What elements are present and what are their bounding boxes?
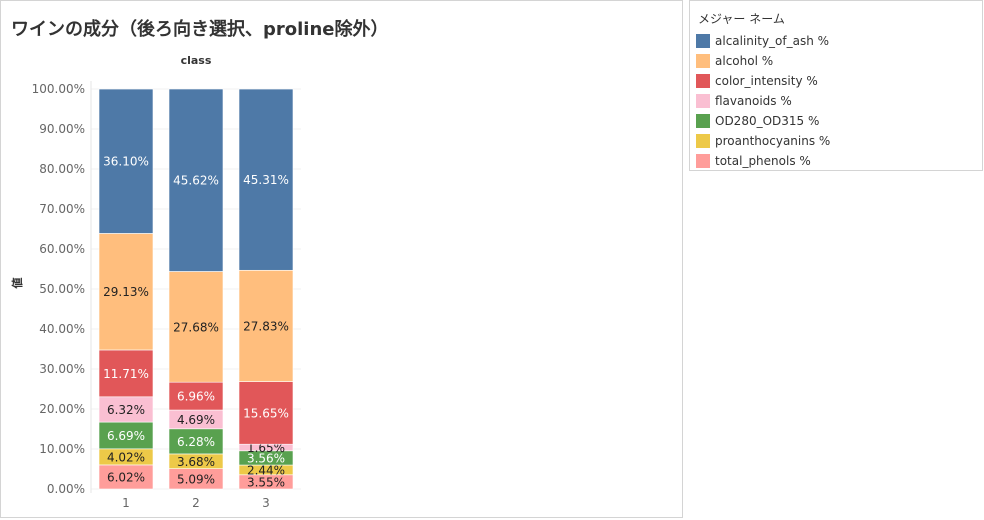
chart-panel: ワインの成分（後ろ向き選択、proline除外） class 値 0.00% 10.0… — [0, 0, 683, 518]
bar-segment — [168, 381, 224, 411]
data-label: 2.44% — [247, 463, 285, 477]
legend-swatch — [696, 134, 710, 148]
bar-segment — [98, 396, 154, 423]
data-label: 45.31% — [243, 173, 289, 187]
legend-swatch — [696, 114, 710, 128]
bar-segment — [238, 381, 294, 445]
y-axis-label: 値 — [10, 278, 24, 290]
legend-item[interactable]: OD280_OD315 % — [696, 112, 819, 130]
bar-segment — [168, 88, 224, 272]
data-label: 6.69% — [107, 429, 145, 443]
legend-item[interactable]: proanthocyanins % — [696, 132, 830, 150]
data-label: 6.96% — [177, 390, 215, 404]
data-label: 27.68% — [173, 320, 219, 334]
y-tick-label: 70.00% — [39, 202, 85, 216]
data-label: 5.09% — [177, 472, 215, 486]
data-label: 29.13% — [103, 285, 149, 299]
legend-label: alcalinity_of_ash % — [715, 34, 830, 48]
data-label: 3.68% — [177, 455, 215, 469]
legend-swatch — [696, 74, 710, 88]
legend-item[interactable]: alcalinity_of_ash % — [696, 32, 829, 50]
x-tick-label: 1 — [122, 496, 130, 510]
stacked-bar-chart: class 値 0.00% 10.00% 20.00% 30.00% 40.00% 50.00… — [10, 54, 301, 510]
legend-item[interactable]: color_intensity % — [696, 72, 818, 90]
y-tick-label: 100.00% — [32, 82, 85, 96]
legend-swatch — [696, 54, 710, 68]
bar-segment — [168, 428, 224, 455]
data-label: 6.02% — [107, 470, 145, 484]
bar-segment — [98, 421, 154, 450]
data-label: 15.65% — [243, 406, 289, 420]
legend: メジャー ネーム alcalinity_of_ash % alcohol % col… — [689, 0, 983, 171]
data-label: 45.62% — [173, 174, 219, 188]
y-tick-label: 60.00% — [39, 242, 85, 256]
bar-segment — [238, 88, 294, 271]
data-label: 36.10% — [103, 155, 149, 169]
column-header: class — [181, 54, 212, 67]
legend-label: flavanoids % — [715, 94, 792, 108]
legend-label: OD280_OD315 % — [715, 114, 820, 128]
x-tick-label: 2 — [192, 496, 200, 510]
legend-item[interactable]: alcohol % — [696, 52, 773, 70]
data-label: 4.69% — [177, 413, 215, 427]
y-tick-label: 80.00% — [39, 162, 85, 176]
data-label: 11.71% — [103, 367, 149, 381]
y-tick-label: 0.00% — [47, 482, 85, 496]
data-label: 6.28% — [177, 435, 215, 449]
legend-label: proanthocyanins % — [715, 134, 831, 148]
legend-label: alcohol % — [715, 54, 774, 68]
x-tick-label: 3 — [262, 496, 270, 510]
data-label: 4.02% — [107, 450, 145, 464]
data-label: 6.32% — [107, 403, 145, 417]
y-tick-label: 40.00% — [39, 322, 85, 336]
legend-title: メジャー ネーム — [698, 12, 785, 26]
legend-swatch — [696, 34, 710, 48]
y-tick-label: 10.00% — [39, 442, 85, 456]
y-tick-label: 30.00% — [39, 362, 85, 376]
legend-item[interactable]: flavanoids % — [696, 92, 792, 110]
y-tick-label: 50.00% — [39, 282, 85, 296]
data-label: 3.55% — [247, 475, 285, 489]
y-tick-label: 20.00% — [39, 402, 85, 416]
y-tick-label: 90.00% — [39, 122, 85, 136]
legend-swatch — [696, 94, 710, 108]
bar-segment — [168, 271, 224, 383]
bar-segment — [98, 88, 154, 234]
legend-item[interactable]: total_phenols % — [696, 152, 811, 170]
bar-segment — [238, 269, 294, 382]
data-label: 1.65% — [247, 441, 285, 455]
chart-title: ワインの成分（後ろ向き選択、proline除外） — [11, 19, 389, 40]
legend-swatch — [696, 154, 710, 168]
data-label: 27.83% — [243, 319, 289, 333]
data-label: 3.56% — [247, 451, 285, 465]
legend-label: color_intensity % — [715, 74, 818, 88]
legend-label: total_phenols % — [715, 154, 811, 168]
